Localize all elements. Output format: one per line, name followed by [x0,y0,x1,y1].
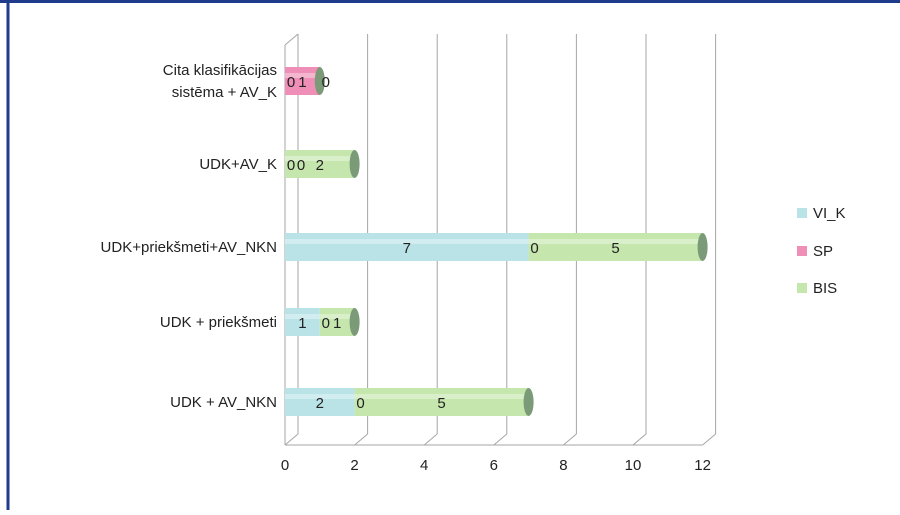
floor-gridline [563,433,577,446]
bar-end-cap [349,150,360,178]
bar-end-cap [349,308,360,336]
bar-highlight [285,156,355,161]
x-tick-label: 2 [350,457,358,474]
x-tick-label: 4 [420,457,428,474]
bar-highlight [285,73,320,78]
bar-segment [285,67,320,95]
data-label: 0 [530,240,538,257]
side-wall-top [284,33,299,46]
x-tick-label: 6 [490,457,498,474]
bar-segment [285,233,529,261]
legend-label: VI_K [813,205,846,222]
bar-segment [285,308,320,336]
bar-segment [354,388,529,416]
bar-end-cap [523,388,534,416]
legend-swatch [797,283,807,293]
category-label: Cita klasifikācijas [163,62,277,79]
data-label: 2 [316,157,324,174]
bar-highlight [528,239,703,244]
data-label: 1 [333,315,341,332]
x-tick-label: 0 [281,457,289,474]
data-label: 0 [287,74,295,91]
data-label: 2 [316,395,324,412]
category-label: UDK + AV_NKN [170,394,277,411]
bar-highlight [285,314,320,319]
bar-highlight [285,394,355,399]
floor-gridline [493,433,508,446]
x-tick-label: 8 [559,457,567,474]
bar-segment [285,388,355,416]
data-label: 0 [287,157,295,174]
bar-highlight [354,394,529,399]
x-tick-label: 10 [625,457,642,474]
data-label: 7 [403,240,411,257]
data-label: 5 [611,240,619,257]
legend-label: BIS [813,280,837,297]
bar-segment [285,150,355,178]
floor-gridline [632,433,647,446]
data-label: 0 [322,74,330,91]
category-label: UDK+AV_K [199,156,277,173]
data-label: 0 [356,395,364,412]
data-label: 1 [298,315,306,332]
bar-segment [319,308,355,336]
bar-segment [528,233,703,261]
bars-layer [285,67,708,416]
legend: VI_K SP BIS [797,205,846,297]
floor-gridline [423,433,438,446]
bar-end-cap [314,67,325,95]
grid-layer: 0 2 4 6 8 10 12 [281,33,717,474]
floor-gridline [354,433,368,446]
bar-highlight [285,239,529,244]
bar-end-cap [697,233,708,261]
floor-gridline [702,433,716,446]
data-label: 1 [298,74,306,91]
legend-swatch [797,246,807,256]
x-tick-label: 12 [694,457,711,474]
bar-highlight [319,314,355,319]
category-label: UDK + priekšmeti [160,314,277,331]
category-label: sistēma + AV_K [172,84,277,101]
legend-swatch [797,208,807,218]
category-label: UDK+priekšmeti+AV_NKN [101,239,277,256]
data-label: 5 [437,395,445,412]
data-label: 0 [297,157,305,174]
legend-label: SP [813,243,833,260]
floor-gridline [284,433,299,446]
data-label: 0 [322,315,330,332]
